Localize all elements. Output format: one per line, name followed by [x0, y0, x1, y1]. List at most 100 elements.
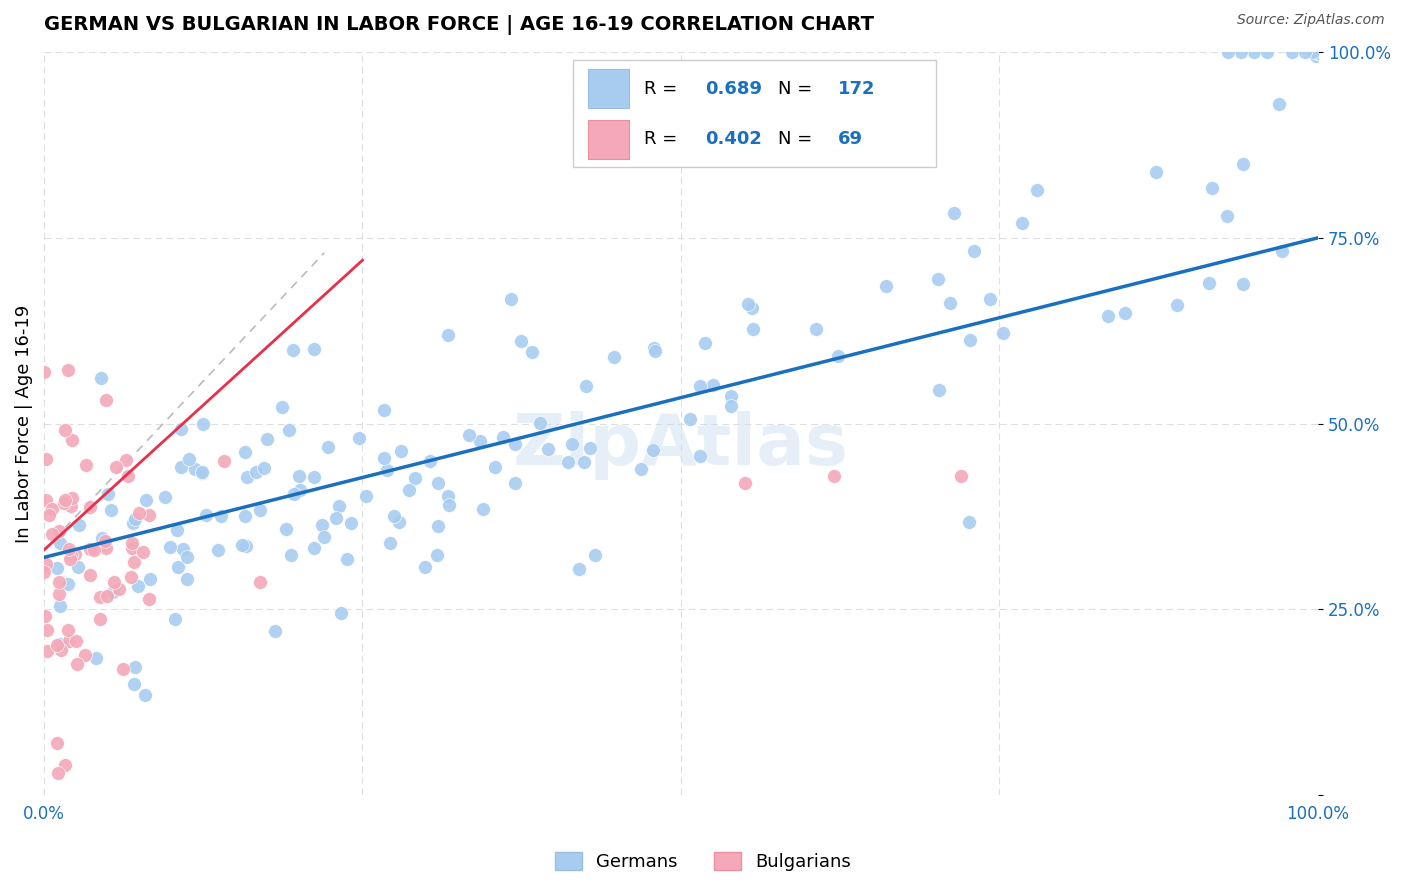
Point	[375, 463, 398, 477]
Point	[93, 539, 115, 553]
Point	[427, 519, 450, 533]
Point	[46, 765, 69, 780]
Point	[579, 441, 602, 455]
Point	[927, 272, 949, 286]
Point	[111, 662, 134, 676]
Point	[643, 342, 665, 356]
Point	[122, 555, 145, 569]
Point	[91, 531, 114, 545]
Point	[46, 561, 69, 575]
FancyBboxPatch shape	[572, 60, 935, 168]
Point	[231, 538, 253, 552]
Point	[1268, 97, 1291, 112]
Point	[741, 301, 763, 315]
Point	[138, 508, 160, 523]
Point	[875, 279, 897, 293]
Point	[419, 454, 441, 468]
Point	[134, 688, 156, 702]
Point	[603, 350, 626, 364]
Point	[84, 651, 107, 665]
Point	[121, 536, 143, 550]
Point	[35, 557, 58, 571]
Point	[388, 515, 411, 529]
Point	[253, 461, 276, 475]
Point	[942, 206, 965, 220]
Point	[427, 476, 450, 491]
Point	[1309, 45, 1331, 59]
Point	[53, 492, 76, 507]
Point	[503, 475, 526, 490]
Point	[117, 469, 139, 483]
Point	[689, 449, 711, 463]
Point	[439, 498, 461, 512]
Point	[991, 326, 1014, 340]
Point	[325, 510, 347, 524]
Point	[49, 536, 72, 550]
Text: R =: R =	[644, 79, 683, 98]
Point	[60, 500, 83, 514]
Point	[557, 455, 579, 469]
Point	[1114, 306, 1136, 320]
Point	[1306, 45, 1329, 60]
Point	[957, 515, 980, 529]
Point	[804, 322, 827, 336]
Point	[1305, 45, 1327, 59]
Point	[209, 508, 232, 523]
Point	[45, 736, 67, 750]
Point	[132, 545, 155, 559]
Point	[1294, 45, 1316, 60]
Point	[37, 643, 59, 657]
Legend: Germans, Bulgarians: Germans, Bulgarians	[547, 845, 859, 879]
Point	[468, 434, 491, 448]
Point	[103, 575, 125, 590]
Point	[1230, 45, 1253, 60]
Text: Source: ZipAtlas.com: Source: ZipAtlas.com	[1237, 13, 1385, 28]
Point	[283, 487, 305, 501]
Point	[823, 468, 845, 483]
Point	[46, 638, 69, 652]
Point	[312, 530, 335, 544]
Point	[1305, 45, 1327, 59]
FancyBboxPatch shape	[588, 120, 628, 159]
Point	[404, 471, 426, 485]
Point	[127, 579, 149, 593]
Point	[311, 517, 333, 532]
Point	[120, 570, 142, 584]
Point	[176, 572, 198, 586]
Point	[56, 624, 79, 638]
Point	[90, 370, 112, 384]
Point	[537, 442, 560, 457]
Point	[1281, 45, 1303, 60]
Point	[58, 541, 80, 556]
Point	[53, 423, 76, 437]
Point	[1308, 41, 1330, 55]
Point	[96, 541, 118, 556]
Point	[1309, 45, 1331, 59]
Point	[59, 551, 82, 566]
Point	[32, 365, 55, 379]
Point	[191, 465, 214, 479]
Point	[1097, 309, 1119, 323]
Point	[49, 637, 72, 651]
Point	[38, 508, 60, 522]
Point	[1309, 42, 1331, 56]
Point	[256, 432, 278, 446]
Point	[720, 389, 742, 403]
Text: N =: N =	[778, 79, 818, 98]
Point	[1309, 43, 1331, 57]
Point	[96, 589, 118, 603]
Point	[66, 657, 89, 671]
Point	[1308, 44, 1330, 58]
Point	[135, 493, 157, 508]
Point	[575, 379, 598, 393]
Point	[398, 483, 420, 497]
Point	[79, 500, 101, 514]
Point	[979, 292, 1001, 306]
Point	[159, 541, 181, 555]
Point	[94, 534, 117, 549]
Point	[335, 552, 357, 566]
Point	[302, 541, 325, 556]
Point	[59, 548, 82, 562]
Point	[48, 524, 70, 538]
Point	[48, 587, 70, 601]
